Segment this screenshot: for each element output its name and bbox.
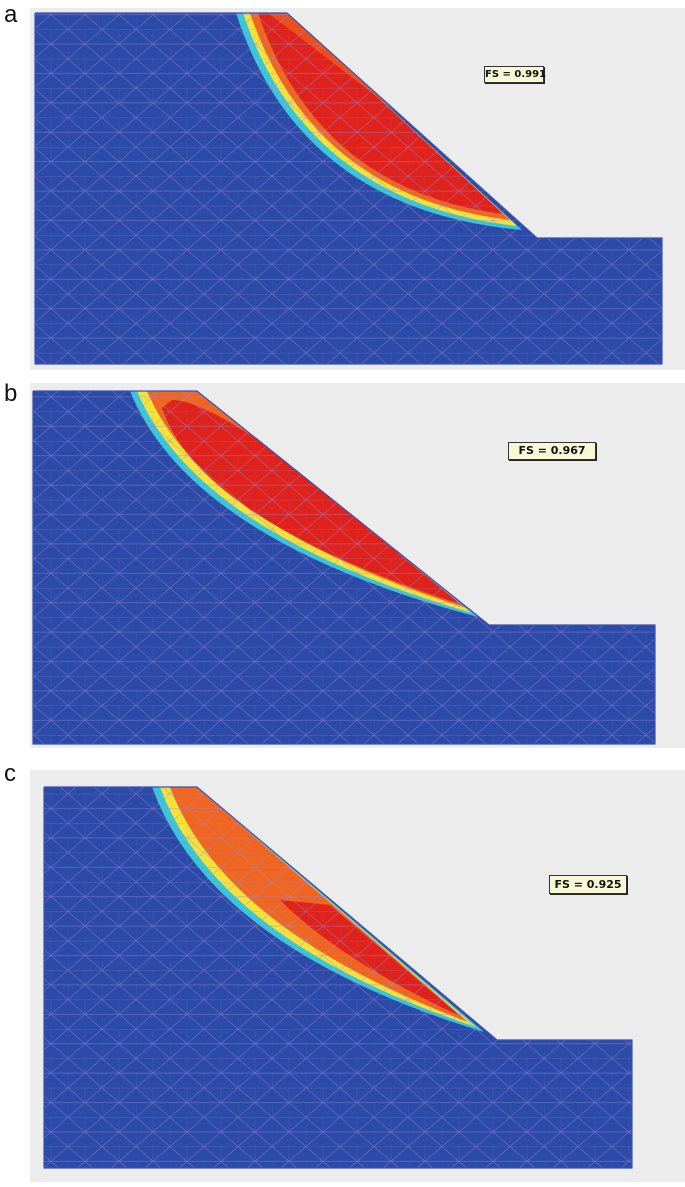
- panel-b-fs-label: FS = 0.967: [508, 442, 596, 460]
- panel-c-slope: [43, 786, 633, 1169]
- panel-c-fs-label: FS = 0.925: [549, 875, 627, 894]
- panel-a-fs-label: FS = 0.991: [484, 66, 546, 83]
- panel-b-label: b: [4, 380, 18, 407]
- panel-a-label: a: [4, 1, 18, 28]
- panel-b-slope: [32, 390, 656, 745]
- panel-c-label: c: [4, 760, 16, 787]
- panel-a-slope: [34, 12, 663, 365]
